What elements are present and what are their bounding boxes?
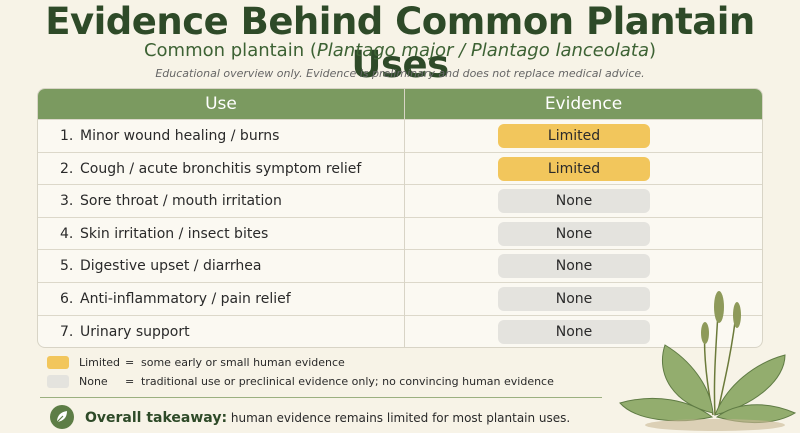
subtitle-start: Common plantain ( xyxy=(143,40,317,61)
use-text: Minor wound healing / burns xyxy=(80,128,280,144)
legend-swatch xyxy=(47,375,69,388)
legend-description: some early or small human evidence xyxy=(141,356,345,369)
plant-illustration xyxy=(619,291,797,431)
table: Use Evidence 1. Minor wound healing / burns… xyxy=(37,88,763,348)
table-row: 6. Anti-inflammatory / pain relief None xyxy=(38,282,762,315)
legend-description: traditional use or preclinical evidence … xyxy=(141,375,554,388)
row-number: 3. xyxy=(60,193,74,210)
evidence-badge: None xyxy=(498,287,650,311)
table-row: 1. Minor wound healing / burns Limited xyxy=(38,119,762,152)
legend-item: Limited = some early or small human eviden… xyxy=(47,356,607,371)
evidence-badge: None xyxy=(498,319,650,344)
table-row: 5. Digestive upset / diarrhea None xyxy=(38,249,762,282)
legend-swatch xyxy=(47,356,69,369)
table-row: 2. Cough / acute bronchitis symptom relie… xyxy=(38,151,762,185)
legend-separator: = xyxy=(125,356,135,369)
takeaway-label: Overall takeaway: xyxy=(85,410,228,426)
table-row: 7. Urinary support None xyxy=(38,314,762,347)
row-number: 2. xyxy=(60,160,74,177)
row-number: 4. xyxy=(60,225,74,242)
use-text: Cough / acute bronchitis symptom relief xyxy=(80,160,362,177)
legend-label: Limited xyxy=(79,356,121,369)
use-text: Anti-inflammatory / pain relief xyxy=(80,291,291,307)
subtitle-species: Plantago major / Plantago lanceolata xyxy=(316,40,649,61)
column-divider xyxy=(404,89,405,347)
row-number: 5. xyxy=(60,258,74,275)
use-text: Urinary support xyxy=(80,323,190,340)
leaf-icon xyxy=(50,405,74,429)
evidence-badge: Limited xyxy=(498,124,650,148)
legend-label: None xyxy=(79,375,108,388)
table-row: 3. Sore throat / mouth irritation None xyxy=(38,184,762,217)
column-header: Use xyxy=(38,89,404,119)
use-text: Digestive upset / diarrhea xyxy=(80,258,262,275)
note: Educational overview only. Evidence is p… xyxy=(155,67,645,80)
takeaway-text: human evidence remains limited for most … xyxy=(230,411,571,425)
use-text: Skin irritation / insect bites xyxy=(80,225,269,242)
takeaway: Overall takeaway: human evidence remains… xyxy=(85,410,570,426)
divider xyxy=(40,397,602,398)
use-text: Sore throat / mouth irritation xyxy=(80,193,282,210)
legend-separator: = xyxy=(125,375,135,388)
evidence-badge: None xyxy=(498,254,650,279)
table-row: 4. Skin irritation / insect bites None xyxy=(38,216,762,250)
row-number: 1. xyxy=(60,128,74,144)
evidence-badge: None xyxy=(498,221,650,246)
column-header: Evidence xyxy=(405,89,762,119)
evidence-badge: Limited xyxy=(498,156,650,181)
legend-item: None = traditional use or preclinical evid… xyxy=(47,375,607,390)
subtitle: Common plantain (Plantago major / Planta… xyxy=(0,40,800,61)
evidence-badge: None xyxy=(498,189,650,214)
row-number: 7. xyxy=(60,323,74,340)
subtitle-end: ) xyxy=(649,40,657,61)
title: Evidence Behind Common Plantain Uses xyxy=(45,0,755,86)
row-number: 6. xyxy=(60,291,74,307)
